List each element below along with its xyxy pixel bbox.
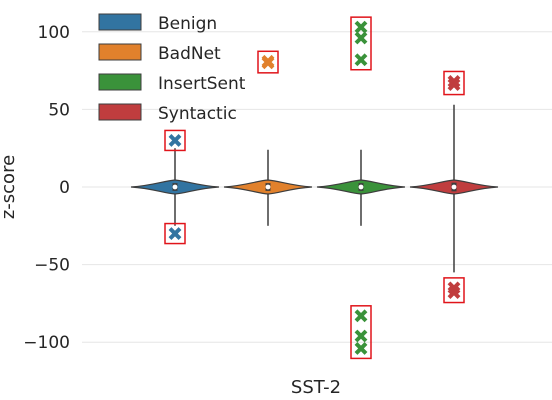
violin-benign: [130, 148, 220, 226]
legend-swatch: [98, 13, 142, 31]
legend-item-insertsent: InsertSent: [98, 73, 246, 94]
y-tick-label: −50: [34, 256, 70, 276]
y-tick-label: 50: [48, 100, 70, 120]
outlier-box: [164, 129, 186, 152]
y-axis-ticks: −100 −50 0 50 100: [23, 23, 70, 353]
outlier-box: [350, 305, 372, 360]
violin-median: [451, 184, 457, 190]
outlier-box: [443, 277, 465, 304]
outlier-marker: [168, 227, 182, 240]
x-tick-label: SST-2: [291, 377, 341, 398]
legend-item-badnet: BadNet: [98, 43, 221, 64]
violin-insertsent: [316, 149, 406, 226]
legend-label: InsertSent: [158, 74, 246, 94]
outlier-marker: [354, 20, 368, 34]
legend-label: BadNet: [158, 44, 221, 64]
outlier-box: [257, 50, 279, 74]
outlier-marker: [354, 341, 368, 355]
legend-item-syntactic: Syntactic: [98, 103, 237, 124]
y-axis-label: z-score: [0, 155, 19, 219]
violin-median: [265, 184, 271, 190]
outlier-marker: [447, 75, 461, 88]
legend-item-benign: Benign: [98, 13, 217, 34]
legend-label: Benign: [158, 14, 217, 34]
outlier-box: [350, 16, 372, 71]
outlier-marker: [354, 53, 368, 67]
outlier-box: [443, 70, 465, 96]
outlier-marker: [447, 286, 461, 299]
outlier-marker: [447, 78, 461, 91]
violin-median: [172, 184, 178, 190]
legend-swatch: [98, 43, 142, 61]
outlier-marker: [261, 56, 275, 70]
y-tick-label: 100: [38, 23, 70, 43]
violin-badnet: [223, 149, 313, 226]
outlier-marker: [354, 309, 368, 323]
y-tick-label: −100: [23, 333, 70, 353]
legend-swatch: [98, 73, 142, 91]
violin-median: [358, 184, 364, 190]
violin-syntactic: [409, 104, 499, 273]
legend: Benign BadNet InsertSent Syntactic: [98, 13, 246, 124]
violins: [130, 104, 499, 273]
outlier-markers: [164, 16, 465, 360]
y-tick-label: 0: [59, 178, 70, 198]
outlier-marker: [354, 31, 368, 45]
legend-swatch: [98, 103, 142, 121]
outlier-marker: [354, 329, 368, 343]
outlier-box: [164, 222, 186, 245]
legend-label: Syntactic: [158, 104, 237, 124]
outlier-marker: [168, 134, 182, 147]
